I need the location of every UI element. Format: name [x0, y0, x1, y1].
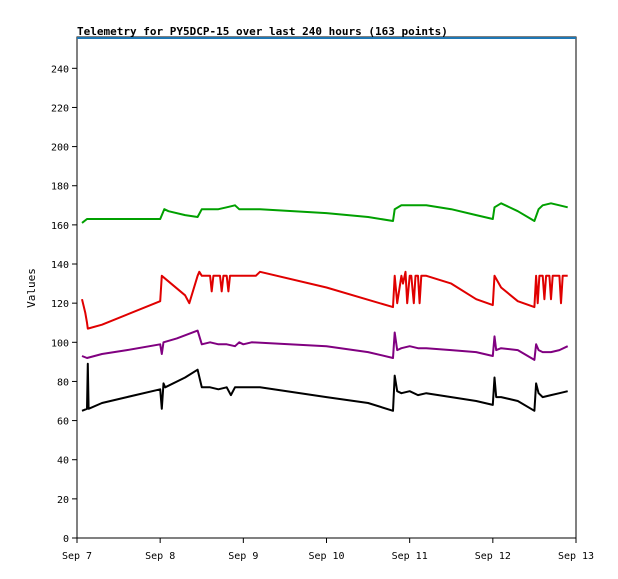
y-tick-label: 200: [51, 143, 69, 154]
series-4: [81, 362, 568, 412]
y-tick-label: 20: [57, 495, 69, 506]
series-2: [81, 270, 568, 330]
y-tick-label: 60: [57, 417, 69, 428]
chart-title: Telemetry for PY5DCP-15 over last 240 ho…: [77, 25, 448, 38]
y-tick-label: 0: [63, 534, 69, 545]
x-tick-label: Sep 12: [475, 551, 511, 562]
series-line-3: [81, 329, 569, 361]
x-tick-label: Sep 7: [62, 551, 92, 562]
y-tick-label: 220: [51, 103, 69, 114]
y-tick-label: 240: [51, 64, 69, 75]
x-tick-label: Sep 9: [228, 551, 258, 562]
series-1: [81, 202, 568, 224]
x-tick-label: Sep 10: [308, 551, 344, 562]
series-3: [81, 329, 569, 361]
y-tick-label: 100: [51, 338, 69, 349]
y-tick-label: 40: [57, 456, 69, 467]
y-tick-label: 140: [51, 260, 69, 271]
y-axis-ticks: 0 20 40 60 80 100 120 140 160 180 200 220 240: [51, 64, 77, 545]
y-tick-label: 120: [51, 299, 69, 310]
x-axis-ticks: Sep 7 Sep 8 Sep 9 Sep 10 Sep 11 Sep 12 Sep 13: [62, 538, 594, 562]
x-tick-label: Sep 8: [145, 551, 175, 562]
y-tick-label: 180: [51, 182, 69, 193]
y-tick-label: 160: [51, 221, 69, 232]
x-tick-label: Sep 11: [392, 551, 428, 562]
x-tick-label: Sep 13: [558, 551, 594, 562]
y-tick-label: 80: [57, 377, 69, 388]
series-lines: [77, 37, 576, 412]
series-line-2: [81, 270, 568, 330]
series-line-1: [81, 202, 568, 224]
series-line-4: [81, 362, 568, 412]
y-axis-label: Values: [25, 268, 38, 308]
